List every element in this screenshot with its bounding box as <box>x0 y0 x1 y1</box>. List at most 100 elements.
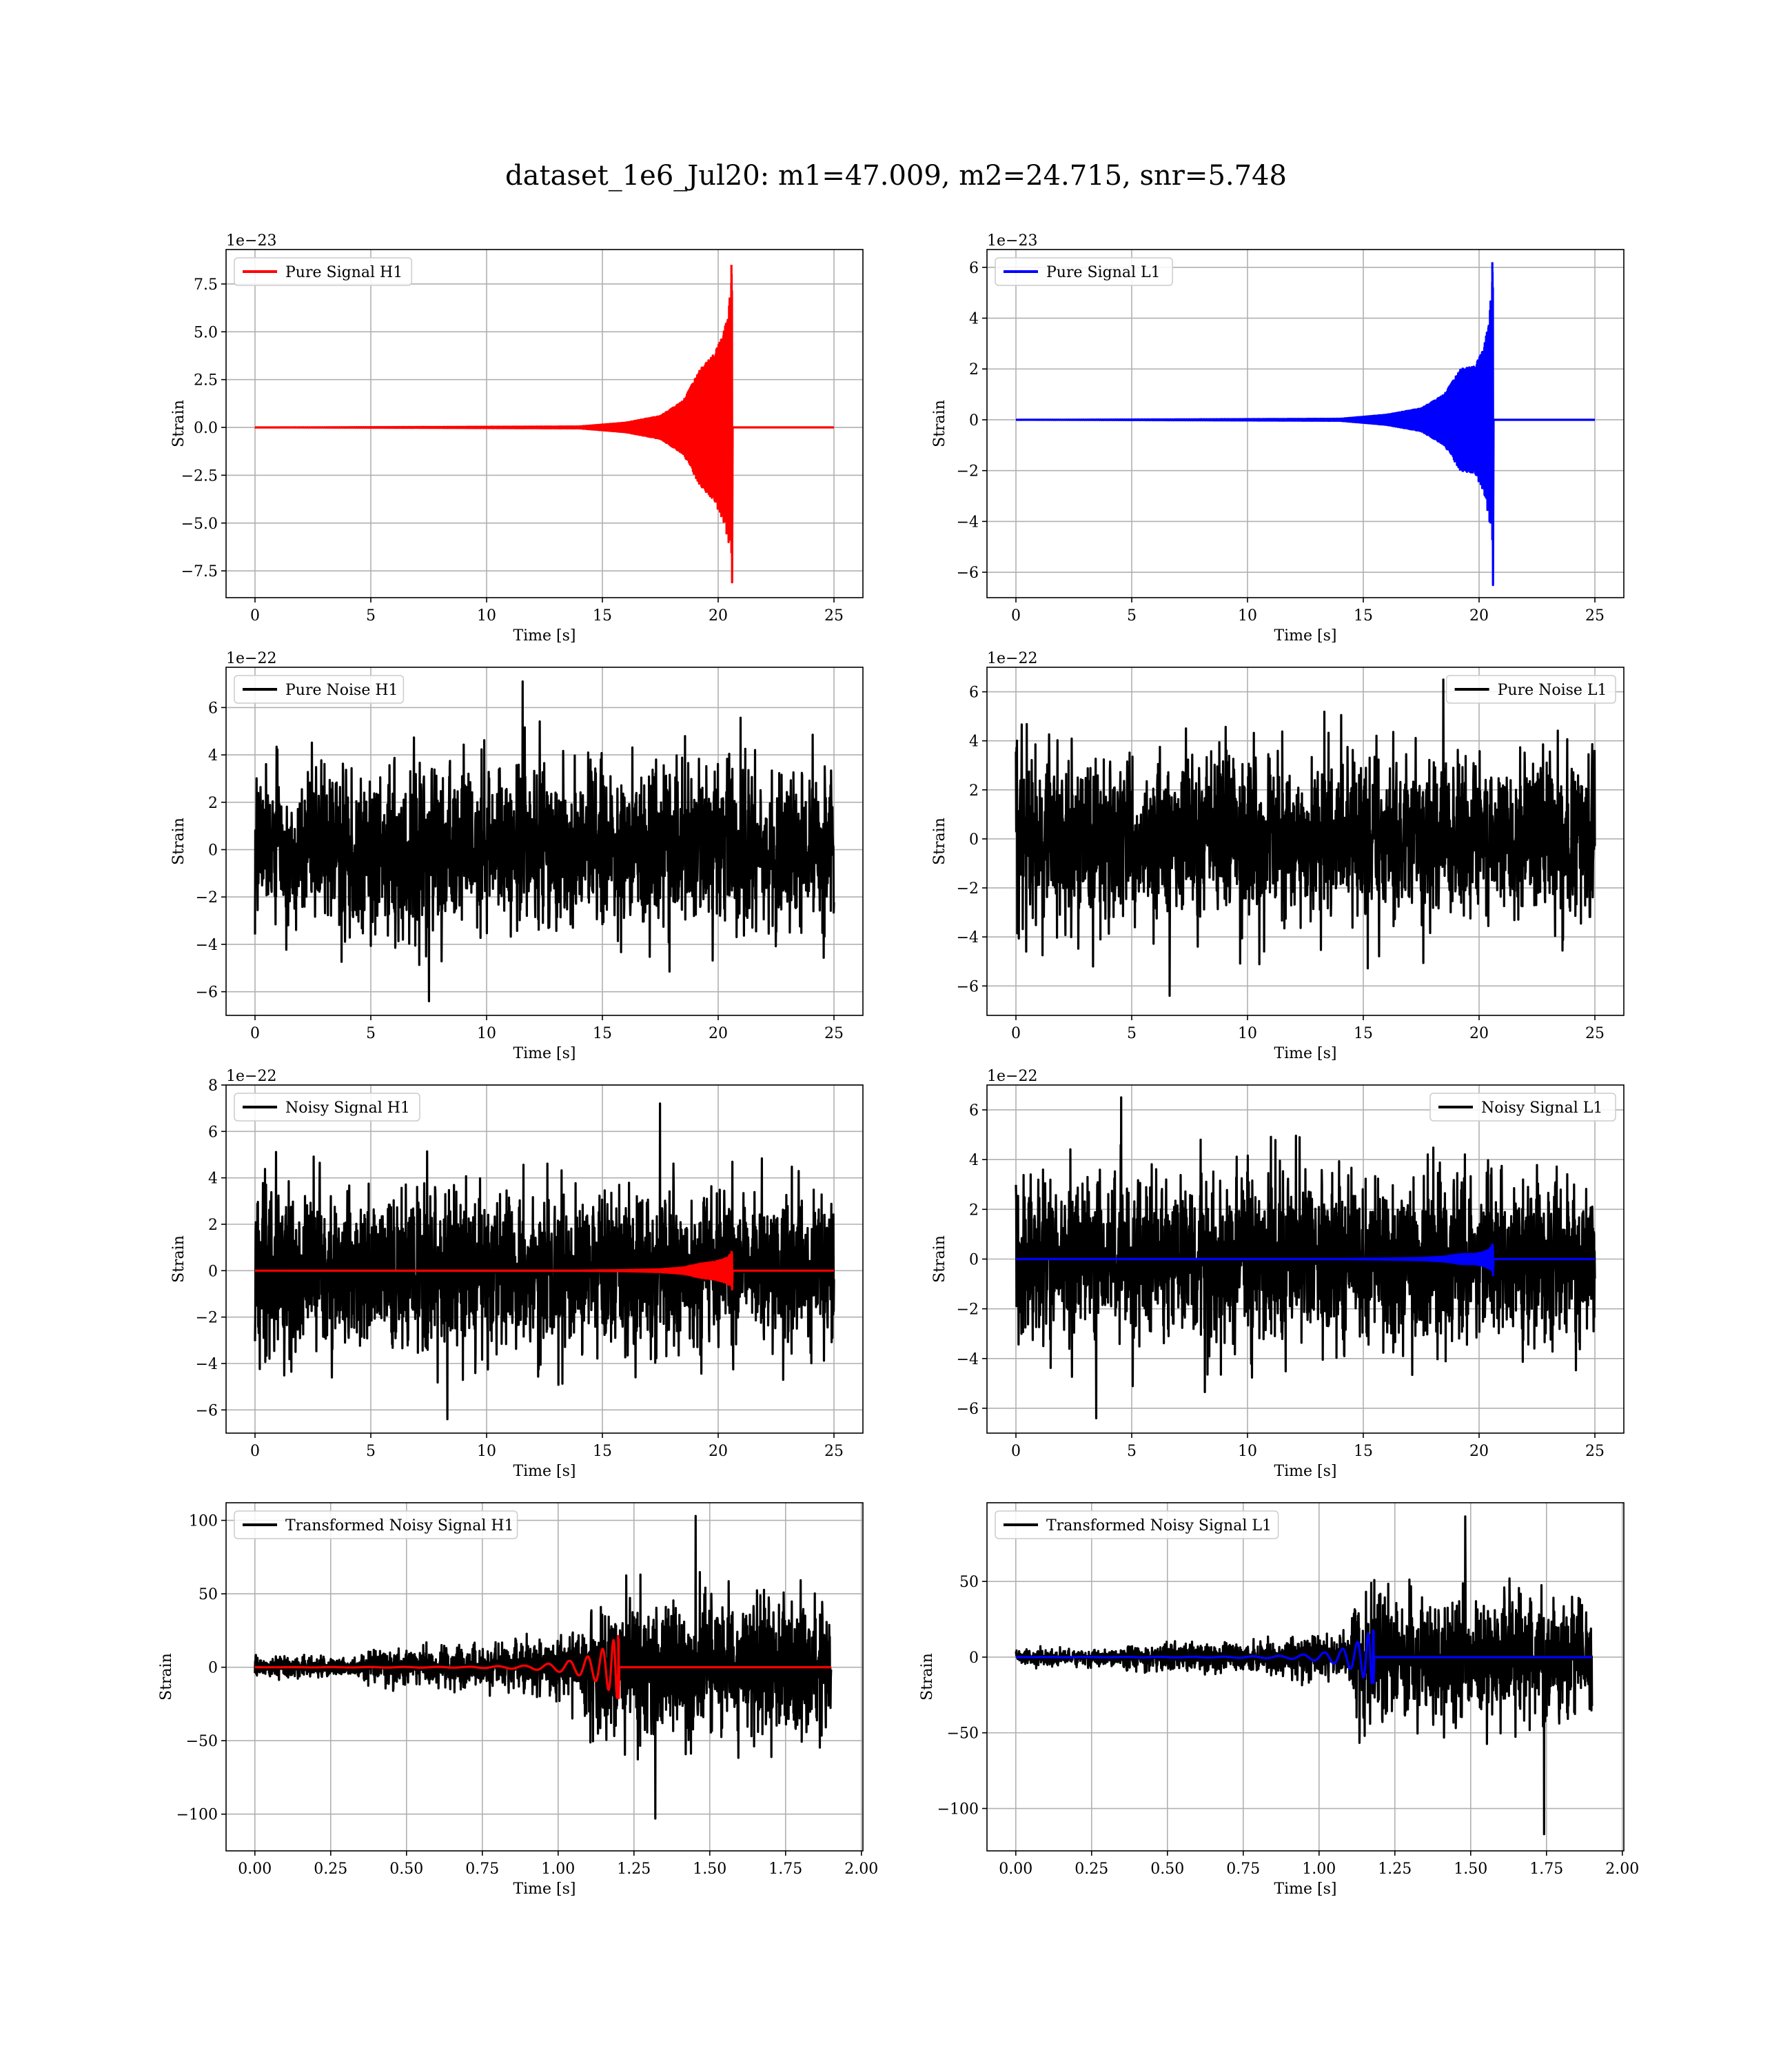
subplot-2: 0 5 10 15 20 25 −6 −4 −2 0 2 4 6 Time [s] Strain 1e−23 P… <box>931 232 1625 645</box>
x-axis-label: Time [s] <box>1274 1045 1336 1062</box>
y-tick-label: −6 <box>957 1401 979 1418</box>
x-axis-label: Time [s] <box>513 1881 576 1898</box>
legend: Noisy Signal L1 <box>1429 1093 1616 1122</box>
signal-line <box>1015 262 1596 587</box>
x-tick-label: 5 <box>366 1443 376 1460</box>
x-tick-label: 25 <box>824 1025 844 1042</box>
x-axis: 0.00 0.25 0.50 0.75 1.00 1.25 1.50 1.75 2.00 <box>999 1851 1639 1878</box>
x-tick-label: 2.00 <box>844 1861 878 1878</box>
x-tick-label: 1.75 <box>768 1861 802 1878</box>
legend: Pure Signal L1 <box>995 257 1173 286</box>
x-tick-label: 20 <box>709 607 728 625</box>
x-tick-label: 0.75 <box>465 1861 499 1878</box>
y-tick-label: −2 <box>196 1310 218 1327</box>
x-tick-label: 0 <box>1011 607 1021 625</box>
series-layer <box>254 680 835 1002</box>
x-axis: 0.00 0.25 0.50 0.75 1.00 1.25 1.50 1.75 2.00 <box>238 1851 878 1878</box>
x-tick-label: 15 <box>1354 1025 1373 1042</box>
x-tick-label: 0.50 <box>1150 1861 1184 1878</box>
x-tick-label: 15 <box>1354 1443 1373 1460</box>
x-tick-label: 0 <box>250 1025 260 1042</box>
x-axis: 0 5 10 15 20 25 <box>250 1433 844 1460</box>
subplot-3: 0 5 10 15 20 25 −6 −4 −2 0 2 4 6 Time [s] Strain 1e−22 P… <box>170 650 864 1062</box>
y-axis-label: Strain <box>919 1653 936 1701</box>
subplot-7: 0.00 0.25 0.50 0.75 1.00 1.25 1.50 1.75 2.00 −100… <box>158 1502 878 1898</box>
legend-box <box>995 1510 1279 1539</box>
series-layer <box>1015 262 1596 587</box>
y-tick-label: 4 <box>208 1170 218 1188</box>
y-tick-label: −100 <box>937 1801 979 1818</box>
x-axis: 0 5 10 15 20 25 <box>1011 598 1605 625</box>
x-tick-label: 25 <box>1585 1443 1605 1460</box>
y-offset-text: 1e−22 <box>226 650 276 667</box>
series-layer <box>254 1514 833 1820</box>
signal-line <box>1015 1244 1596 1277</box>
y-tick-label: −6 <box>957 565 979 582</box>
signal-line <box>1015 1630 1594 1685</box>
y-tick-label: −6 <box>957 978 979 995</box>
y-tick-label: 7.5 <box>194 276 218 294</box>
x-tick-label: 10 <box>1238 607 1257 625</box>
y-offset-text: 1e−22 <box>987 650 1037 667</box>
axes-frame <box>986 249 1625 598</box>
noise-line <box>254 1102 835 1421</box>
y-axis-label: Strain <box>170 818 187 865</box>
y-tick-label: −50 <box>947 1725 979 1743</box>
y-axis-label: Strain <box>170 400 187 447</box>
x-tick-label: 20 <box>1469 607 1489 625</box>
x-tick-label: 25 <box>1585 607 1605 625</box>
y-tick-label: −4 <box>196 937 218 954</box>
x-tick-label: 15 <box>593 1443 612 1460</box>
y-axis-label: Strain <box>931 400 948 447</box>
x-tick-label: 1.75 <box>1529 1861 1563 1878</box>
y-tick-label: −2 <box>196 889 218 906</box>
y-tick-label: 2 <box>969 782 979 800</box>
y-axis: −100 −50 0 50 100 <box>176 1513 226 1824</box>
y-axis: −100 −50 0 50 <box>937 1574 987 1818</box>
y-tick-label: 0 <box>969 831 979 849</box>
legend-label: Pure Noise L1 <box>1498 682 1607 699</box>
subplot-5: 0 5 10 15 20 25 −6 −4 −2 0 2 4 6 8 Time [s] Strain 1e−22… <box>170 1068 864 1480</box>
subplot-1: 0 5 10 15 20 25 −7.5 −5.0 −2.5 0.0 2.5 5.0 7.5 Time [… <box>170 232 864 645</box>
legend: Pure Noise L1 <box>1445 675 1616 704</box>
noise-line <box>1015 678 1596 997</box>
x-tick-label: 0.25 <box>314 1861 347 1878</box>
plot-area <box>226 250 863 598</box>
noise-line <box>1015 1096 1596 1419</box>
y-tick-label: 0 <box>969 1252 979 1269</box>
figure-title: dataset_1e6_Jul20: m1=47.009, m2=24.715,… <box>505 160 1287 192</box>
x-tick-label: 1.00 <box>541 1861 575 1878</box>
y-tick-label: 0 <box>969 412 979 429</box>
x-tick-label: 0 <box>1011 1025 1021 1042</box>
subplot-6: 0 5 10 15 20 25 −6 −4 −2 0 2 4 6 Time [s] Strain 1e−22 N… <box>931 1068 1625 1480</box>
x-tick-label: 2.00 <box>1605 1861 1639 1878</box>
y-tick-label: 4 <box>208 747 218 764</box>
legend-box <box>995 257 1173 286</box>
x-tick-label: 1.25 <box>1378 1861 1412 1878</box>
y-axis: −6 −4 −2 0 2 4 6 <box>957 1102 987 1418</box>
x-tick-label: 20 <box>709 1025 728 1042</box>
y-offset-text: 1e−23 <box>987 232 1037 250</box>
x-tick-label: 5 <box>1127 607 1137 625</box>
x-tick-label: 20 <box>1469 1025 1489 1042</box>
signal-line <box>254 1634 833 1699</box>
legend: Transformed Noisy Signal L1 <box>995 1510 1279 1539</box>
y-tick-label: 50 <box>198 1586 218 1603</box>
x-tick-label: 10 <box>1238 1443 1257 1460</box>
legend-label: Pure Signal H1 <box>285 264 403 281</box>
x-tick-label: 0.75 <box>1226 1861 1260 1878</box>
y-tick-label: 8 <box>208 1077 218 1095</box>
y-tick-label: 100 <box>189 1513 218 1530</box>
y-tick-label: 2 <box>208 795 218 812</box>
axes-frame <box>986 667 1625 1016</box>
y-tick-label: 6 <box>969 1102 979 1119</box>
x-tick-label: 1.50 <box>693 1861 726 1878</box>
y-axis: −6 −4 −2 0 2 4 6 8 <box>196 1077 226 1419</box>
legend: Pure Signal H1 <box>234 257 412 286</box>
y-tick-label: −2 <box>957 1301 979 1319</box>
y-tick-label: 2 <box>969 1202 979 1219</box>
y-tick-label: 2 <box>969 361 979 378</box>
y-tick-label: −2 <box>957 463 979 480</box>
x-tick-label: 5 <box>1127 1443 1137 1460</box>
x-tick-label: 0.25 <box>1075 1861 1108 1878</box>
